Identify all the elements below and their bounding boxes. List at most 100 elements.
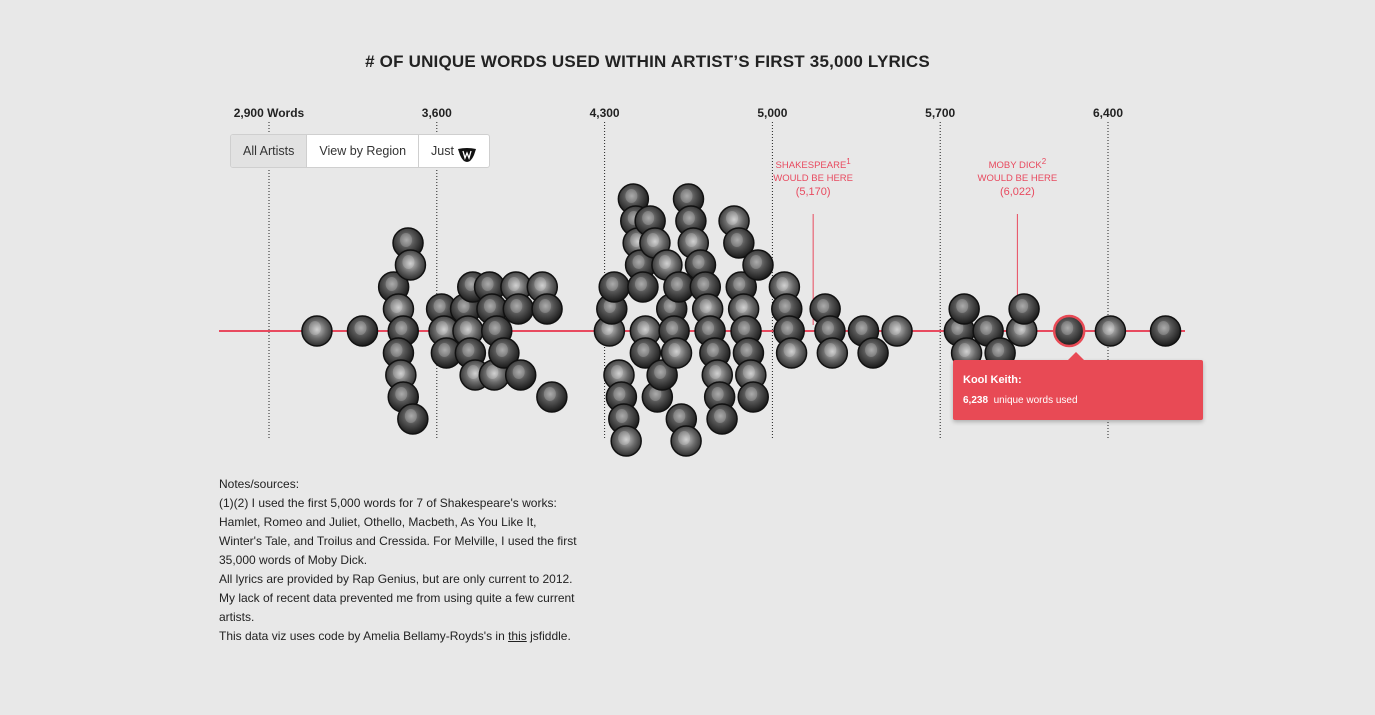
artist-point[interactable] bbox=[816, 337, 849, 369]
artist-point[interactable] bbox=[430, 337, 463, 369]
artist-photo bbox=[629, 337, 662, 369]
artist-face-highlight bbox=[390, 343, 403, 357]
artist-point[interactable] bbox=[610, 425, 642, 457]
artist-point[interactable] bbox=[670, 425, 702, 457]
all-artists-button[interactable]: All Artists bbox=[231, 135, 308, 167]
artist-face-highlight bbox=[615, 409, 628, 423]
artist-face-highlight bbox=[821, 321, 834, 335]
artist-face-highlight bbox=[663, 299, 676, 313]
tooltip-value-line: 6,238 unique words used bbox=[963, 395, 1078, 406]
artist-face-highlight bbox=[706, 343, 719, 357]
artist-face-highlight bbox=[400, 233, 413, 247]
notes-paragraph-1: (1)(2) I used the first 5,000 words for … bbox=[219, 496, 577, 567]
artist-face-highlight bbox=[1061, 321, 1074, 335]
artist-face-highlight bbox=[750, 255, 763, 269]
artist-point[interactable] bbox=[775, 337, 808, 369]
artist-point[interactable] bbox=[1094, 315, 1127, 347]
artist-point[interactable] bbox=[723, 227, 755, 259]
artist-photo bbox=[610, 425, 642, 457]
notes-paragraph-2: All lyrics are provided by Rap Genius, b… bbox=[219, 572, 575, 624]
jsfiddle-link[interactable]: this bbox=[508, 629, 527, 643]
artist-point[interactable] bbox=[346, 315, 379, 347]
artist-point[interactable] bbox=[1008, 293, 1040, 325]
artist-photo bbox=[531, 293, 563, 325]
artist-face-highlight bbox=[692, 255, 705, 269]
artist-point[interactable] bbox=[948, 293, 980, 325]
artist-point[interactable] bbox=[663, 271, 695, 303]
artist-face-highlight bbox=[709, 365, 722, 379]
notes-heading: Notes/sources: bbox=[219, 477, 300, 491]
artist-point[interactable] bbox=[660, 337, 693, 369]
artist-point[interactable] bbox=[502, 293, 535, 325]
artist-face-highlight bbox=[726, 211, 739, 225]
artist-point[interactable] bbox=[646, 359, 678, 391]
artist-face-highlight bbox=[958, 343, 971, 357]
artist-face-highlight bbox=[395, 321, 408, 335]
artist-face-highlight bbox=[730, 233, 743, 247]
artist-point[interactable] bbox=[488, 337, 520, 369]
artist-face-highlight bbox=[699, 299, 712, 313]
x-tick-label: 2,900 Words bbox=[234, 106, 305, 120]
view-by-region-button[interactable]: View by Region bbox=[307, 135, 420, 167]
artist-photo bbox=[301, 315, 333, 347]
artist-photo bbox=[775, 337, 808, 369]
artist-point[interactable] bbox=[727, 293, 760, 325]
tooltip-value: 6,238 bbox=[963, 395, 989, 406]
artist-face-highlight bbox=[606, 277, 619, 291]
artist-face-highlight bbox=[951, 321, 964, 335]
artist-photo bbox=[1149, 315, 1182, 347]
artist-face-highlight bbox=[392, 365, 405, 379]
artist-face-highlight bbox=[980, 321, 993, 335]
artist-point[interactable] bbox=[737, 381, 769, 413]
x-tick-label: 3,600 bbox=[422, 106, 452, 120]
just-wu-tang-button[interactable]: Just bbox=[419, 135, 489, 167]
artist-face-highlight bbox=[776, 277, 789, 291]
artist-face-highlight bbox=[680, 189, 693, 203]
artist-face-highlight bbox=[738, 321, 751, 335]
artist-face-highlight bbox=[855, 321, 868, 335]
artist-photo bbox=[857, 337, 889, 369]
artist-face-highlight bbox=[433, 299, 446, 313]
artist-point[interactable] bbox=[742, 249, 774, 281]
artist-face-highlight bbox=[404, 409, 417, 423]
artist-point[interactable] bbox=[301, 315, 333, 347]
artist-point[interactable] bbox=[627, 271, 659, 303]
artist-face-highlight bbox=[817, 299, 830, 313]
artist-point[interactable] bbox=[397, 403, 429, 435]
annotation-text: SHAKESPEARE1 bbox=[776, 157, 852, 171]
artist-photo bbox=[670, 425, 702, 457]
artist-face-highlight bbox=[632, 255, 645, 269]
artist-photo bbox=[1094, 315, 1127, 347]
artist-point[interactable] bbox=[394, 249, 427, 281]
artist-face-highlight bbox=[824, 343, 837, 357]
artist-face-highlight bbox=[390, 299, 403, 313]
annotation-text: (6,022) bbox=[1000, 186, 1035, 198]
artist-face-highlight bbox=[354, 321, 367, 335]
artist-point[interactable] bbox=[1052, 314, 1086, 348]
artist-photo bbox=[660, 337, 693, 369]
artist-point[interactable] bbox=[531, 293, 563, 325]
artist-face-highlight bbox=[385, 277, 398, 291]
artist-point[interactable] bbox=[1149, 315, 1182, 347]
artist-photo bbox=[723, 227, 755, 259]
artist-face-highlight bbox=[670, 277, 683, 291]
artist-face-highlight bbox=[658, 255, 671, 269]
artist-face-highlight bbox=[438, 343, 451, 357]
artist-point[interactable] bbox=[536, 381, 568, 413]
wu-tang-logo-icon bbox=[457, 143, 477, 162]
artist-face-highlight bbox=[781, 321, 794, 335]
artist-point[interactable] bbox=[629, 337, 662, 369]
artist-point[interactable] bbox=[706, 403, 738, 435]
notes-paragraph-3: This data viz uses code by Amelia Bellam… bbox=[219, 627, 579, 646]
artist-point[interactable] bbox=[598, 271, 630, 303]
artist-face-highlight bbox=[435, 321, 448, 335]
artist-face-highlight bbox=[534, 277, 547, 291]
annotation-superscript: 2 bbox=[1042, 157, 1047, 166]
notes-p3-text: This data viz uses code by Amelia Bellam… bbox=[219, 629, 509, 643]
artist-point[interactable] bbox=[881, 315, 913, 347]
artist-face-highlight bbox=[678, 431, 691, 445]
artist-point[interactable] bbox=[504, 359, 537, 391]
artist-photo bbox=[948, 293, 980, 325]
artist-point[interactable] bbox=[857, 337, 889, 369]
artist-face-highlight bbox=[613, 387, 626, 401]
